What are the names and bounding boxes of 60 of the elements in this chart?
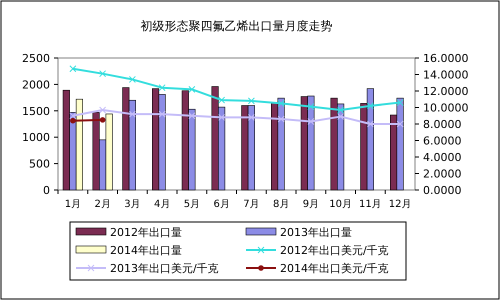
x-tick-label: 10月 bbox=[329, 199, 352, 210]
x-tick-label: 3月 bbox=[124, 199, 141, 210]
point bbox=[69, 112, 76, 120]
y-tick-label: 1000 bbox=[22, 131, 50, 144]
legend-label: 2014年出口美元/千克 bbox=[280, 262, 389, 275]
legend-label: 2013年出口量 bbox=[280, 226, 352, 239]
y2-tick-label: 10.0000 bbox=[423, 102, 468, 114]
x-tick-label: 11月 bbox=[359, 199, 382, 210]
y2-tick-label: 14.0000 bbox=[423, 68, 468, 82]
x-tick-label: 12月 bbox=[388, 199, 412, 210]
legend-label: 2013年出口美元/千克 bbox=[110, 262, 219, 275]
legend-label: 2012年出口量 bbox=[110, 226, 182, 239]
point bbox=[337, 106, 344, 114]
point bbox=[99, 106, 106, 114]
point bbox=[307, 103, 314, 110]
y-tick-label: 0 bbox=[43, 184, 50, 197]
x-tick-label: 7月 bbox=[243, 199, 260, 210]
point bbox=[278, 100, 285, 107]
x-tick-label: 4月 bbox=[154, 199, 170, 210]
y-tick-label: 2000 bbox=[22, 78, 50, 92]
point bbox=[70, 118, 76, 124]
point bbox=[128, 76, 136, 83]
y2-tick-label: 4.0000 bbox=[423, 151, 462, 164]
point bbox=[396, 120, 404, 128]
y2-tick-label: 8.0000 bbox=[423, 118, 462, 131]
point bbox=[218, 96, 226, 104]
point bbox=[396, 99, 404, 106]
x-tick-label: 8月 bbox=[272, 199, 290, 210]
y-tick-label: 2500 bbox=[22, 52, 50, 65]
point bbox=[100, 117, 106, 123]
y2-tick-label: 0.0000 bbox=[423, 184, 462, 197]
point bbox=[218, 114, 226, 121]
point bbox=[307, 118, 314, 126]
point bbox=[188, 86, 196, 93]
chart-title: 初级形态聚四氟乙烯出口量月度走势 bbox=[140, 19, 332, 33]
x-tick-label: 1月 bbox=[64, 199, 82, 210]
legend-label: 2012年出口美元/千克 bbox=[280, 244, 389, 257]
x-tick-label: 2月 bbox=[94, 199, 111, 210]
y2-tick-label: 12.0000 bbox=[423, 85, 468, 98]
y2-tick-label: 16.0000 bbox=[423, 52, 468, 65]
point bbox=[366, 120, 374, 128]
y-tick-label: 500 bbox=[29, 158, 50, 171]
point bbox=[366, 102, 374, 110]
point bbox=[278, 116, 285, 123]
point bbox=[128, 110, 136, 118]
point bbox=[248, 114, 255, 121]
y2-tick-label: 6.0000 bbox=[423, 134, 462, 148]
point bbox=[248, 97, 255, 104]
point bbox=[158, 110, 166, 118]
x-tick-label: 5月 bbox=[184, 199, 200, 210]
y2-tick-label: 2.0000 bbox=[423, 168, 462, 180]
legend-label: 2014年出口量 bbox=[110, 244, 182, 257]
y-tick-label: 1500 bbox=[22, 104, 50, 118]
x-tick-label: 9月 bbox=[302, 199, 320, 210]
point bbox=[188, 112, 196, 120]
x-tick-label: 6月 bbox=[213, 199, 230, 210]
point bbox=[337, 113, 344, 120]
point bbox=[158, 84, 166, 92]
point bbox=[99, 70, 106, 78]
point bbox=[69, 65, 76, 72]
